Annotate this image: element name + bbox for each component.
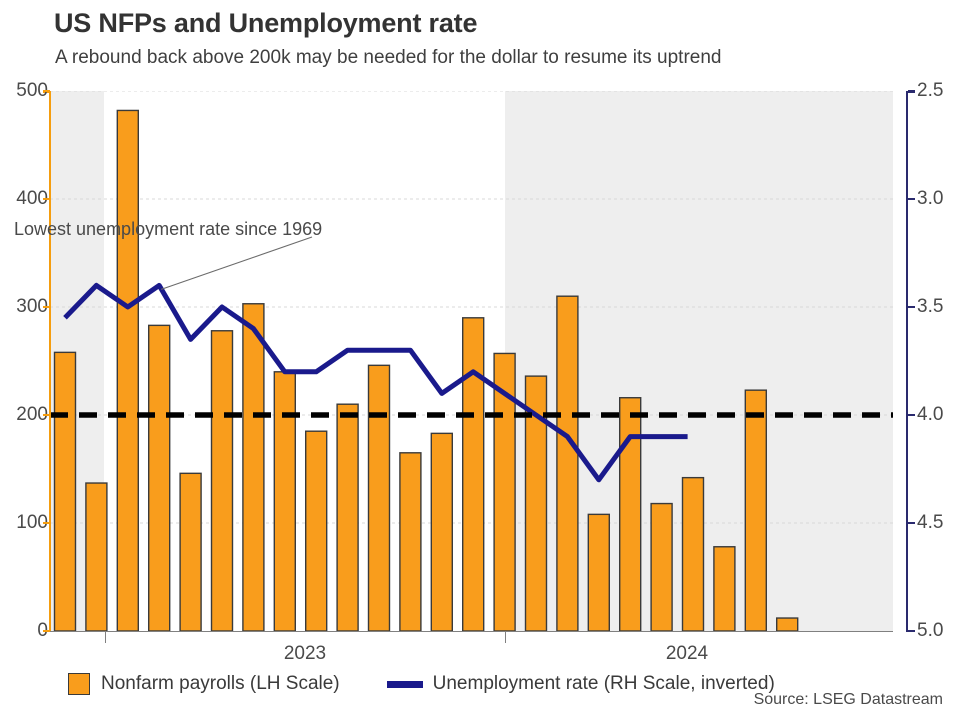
left-axis-tick-label: 0: [37, 620, 48, 642]
left-axis-cap-top: [43, 91, 50, 93]
right-axis-tick-mark: [908, 414, 915, 416]
left-axis-tick-mark: [43, 198, 50, 200]
left-axis-tick-mark: [43, 522, 50, 524]
source-attribution: Source: LSEG Datastream: [753, 691, 943, 708]
left-axis-tick-label: 200: [16, 404, 48, 425]
right-axis-tick-label: 4.5: [917, 512, 944, 533]
legend-item-unemployment: Unemployment rate (RH Scale, inverted): [386, 673, 775, 695]
right-axis-tick-label: 3.5: [917, 296, 944, 317]
right-axis-tick-mark: [908, 306, 915, 308]
left-axis-tick-label: 100: [16, 512, 48, 533]
left-axis-tick-mark: [43, 90, 50, 92]
x-axis-tick-mark: [505, 632, 506, 643]
right-axis-tick-label: 3.0: [917, 188, 944, 209]
legend-item-payrolls: Nonfarm payrolls (LH Scale): [68, 673, 340, 695]
annotation-label: Lowest unemployment rate since 1969: [14, 219, 323, 239]
right-axis-tick-label: 2.5: [917, 80, 944, 101]
plot-area: [50, 91, 893, 631]
legend: Nonfarm payrolls (LH Scale) Unemployment…: [68, 673, 775, 695]
right-axis-line: [906, 91, 908, 632]
left-axis-tick-label: 300: [16, 296, 48, 317]
chart-subtitle: A rebound back above 200k may be needed …: [55, 47, 722, 68]
chart-canvas: [50, 91, 893, 631]
x-axis-tick-label: 2024: [665, 643, 709, 664]
right-axis-tick-mark: [908, 522, 915, 524]
right-axis-cap-top: [908, 91, 915, 93]
legend-label-unemployment: Unemployment rate (RH Scale, inverted): [432, 673, 775, 694]
right-axis-tick-label: 5.0: [917, 620, 944, 641]
right-axis-tick-mark: [908, 90, 915, 92]
legend-label-payrolls: Nonfarm payrolls (LH Scale): [101, 673, 340, 694]
right-axis-tick-label: 4.0: [917, 404, 944, 425]
x-axis-tick-label: 2023: [283, 643, 327, 664]
x-axis-tick-mark: [105, 632, 106, 643]
left-axis-line: [49, 91, 51, 632]
left-axis-tick-mark: [43, 630, 50, 632]
left-axis-tick-label: 500: [16, 80, 48, 101]
right-axis-tick-mark: [908, 198, 915, 200]
line-swatch-icon: [386, 680, 423, 688]
left-axis-tick-label: 400: [16, 188, 48, 209]
right-axis-tick-mark: [908, 630, 915, 632]
page-title: US NFPs and Unemployment rate: [54, 8, 478, 38]
bar-swatch-icon: [68, 673, 90, 695]
x-axis-baseline: [50, 631, 893, 632]
left-axis-tick-mark: [43, 414, 50, 416]
left-axis-tick-mark: [43, 306, 50, 308]
